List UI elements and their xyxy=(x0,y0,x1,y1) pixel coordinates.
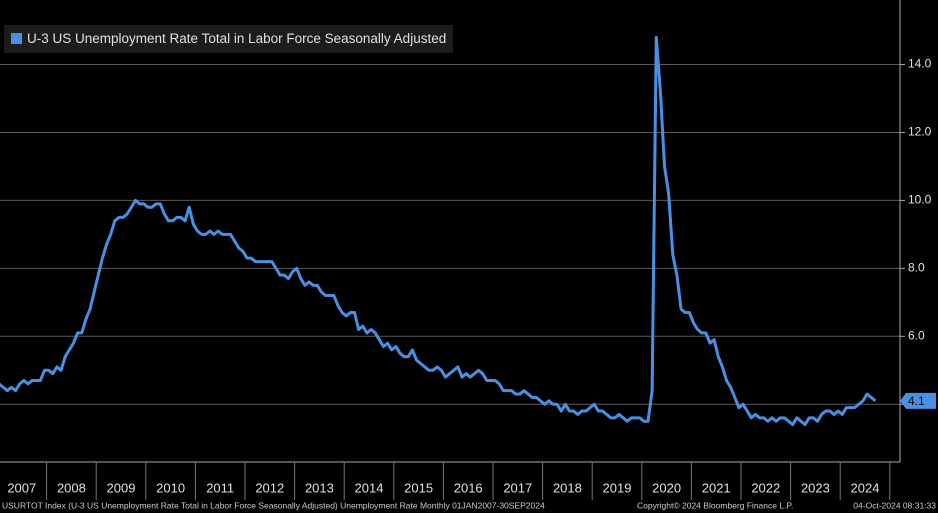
x-tick-label: 2013 xyxy=(305,480,334,495)
last-value-box xyxy=(900,392,936,409)
footer-timestamp: 04-Oct-2024 08:31:33 xyxy=(853,500,936,510)
last-value-label: 4.1 xyxy=(908,394,925,408)
y-tick-label: 8.0 xyxy=(908,261,925,275)
x-tick-label: 2019 xyxy=(603,480,632,495)
y-tick-label: 6.0 xyxy=(908,328,925,342)
x-tick-label: 2024 xyxy=(851,480,880,495)
legend-label: U-3 US Unemployment Rate Total in Labor … xyxy=(27,31,446,46)
x-tick-label: 2008 xyxy=(57,480,86,495)
x-tick-label: 2023 xyxy=(801,480,830,495)
x-tick-label: 2020 xyxy=(652,480,681,495)
x-tick-label: 2011 xyxy=(206,480,234,495)
x-tick-label: 2021 xyxy=(702,480,731,495)
footer-source: USURTOT Index (U-3 US Unemployment Rate … xyxy=(2,500,545,510)
legend-swatch xyxy=(11,33,22,44)
footer-copyright: Copyright© 2024 Bloomberg Finance L.P. xyxy=(637,500,793,510)
y-tick-label: 14.0 xyxy=(908,57,932,71)
x-tick-label: 2014 xyxy=(355,480,384,495)
x-tick-label: 2010 xyxy=(156,480,185,495)
x-tick-label: 2015 xyxy=(404,480,433,495)
x-tick-label: 2012 xyxy=(255,480,284,495)
y-tick-label: 12.0 xyxy=(908,125,932,139)
x-tick-label: 2016 xyxy=(454,480,483,495)
x-tick-label: 2017 xyxy=(503,480,532,495)
x-tick-label: 2007 xyxy=(7,480,36,495)
y-tick-label: 10.0 xyxy=(908,193,932,207)
x-tick-label: 2018 xyxy=(553,480,582,495)
line-series xyxy=(0,35,877,427)
x-tick-label: 2009 xyxy=(107,480,136,495)
legend-box xyxy=(4,25,453,53)
x-tick-label: 2022 xyxy=(751,480,780,495)
